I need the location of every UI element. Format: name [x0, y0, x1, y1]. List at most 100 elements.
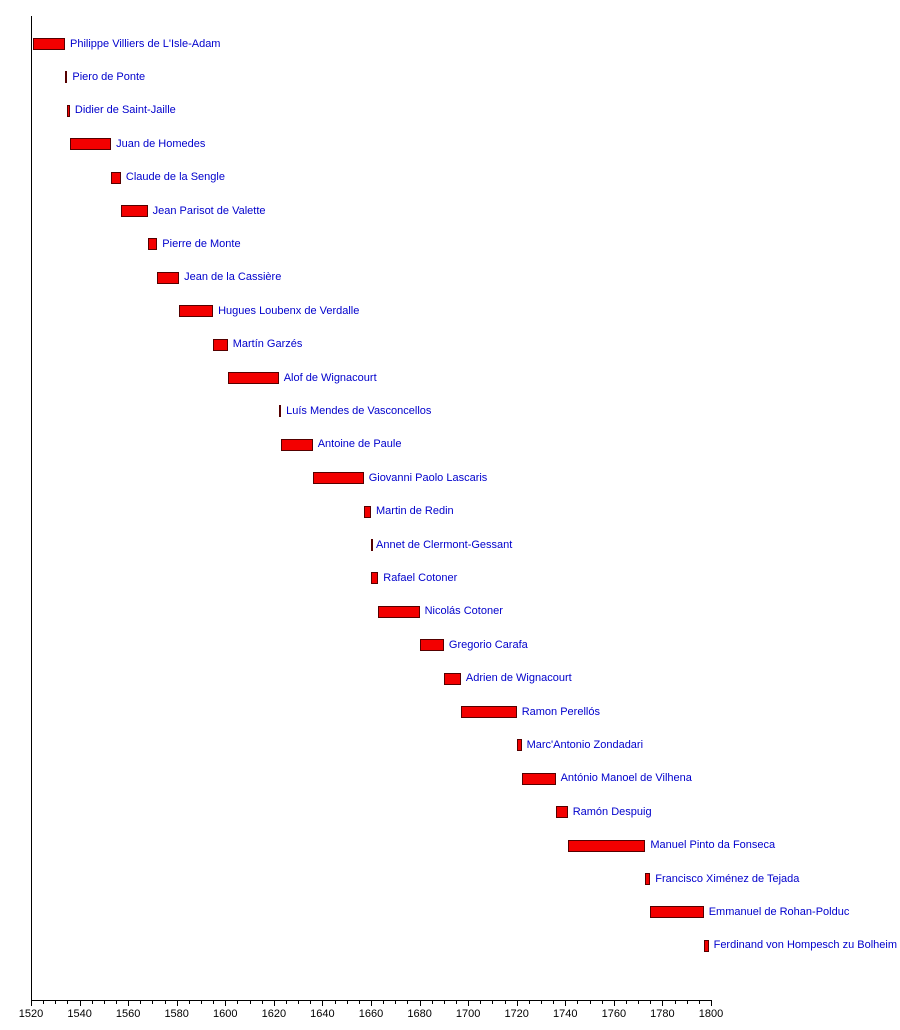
master-name-label[interactable]: Jean Parisot de Valette: [152, 204, 266, 217]
reign-bar: [567, 839, 646, 852]
reign-bar: [281, 438, 313, 451]
master-name-label[interactable]: Emmanuel de Rohan-Polduc: [708, 905, 850, 918]
reign-bar: [371, 539, 373, 551]
master-name-label[interactable]: Manuel Pinto da Fonseca: [650, 839, 776, 852]
reign-bar: [371, 572, 379, 585]
x-axis-minor-tick: [407, 1001, 409, 1004]
x-axis-major-tick: [176, 1001, 178, 1006]
reign-bar: [650, 906, 704, 919]
master-name-label[interactable]: Hugues Loubenx de Verdalle: [218, 304, 360, 317]
x-axis-line: [31, 1000, 712, 1001]
reign-bar: [67, 104, 70, 117]
reign-bar: [179, 305, 214, 318]
reign-bar: [312, 472, 364, 485]
master-name-label[interactable]: Philippe Villiers de L'Isle-Adam: [70, 37, 221, 50]
x-axis-minor-tick: [358, 1001, 360, 1004]
x-axis-major-tick: [516, 1001, 518, 1006]
x-axis-major-tick: [128, 1001, 130, 1006]
reign-bar: [516, 739, 522, 752]
x-axis-major-tick: [662, 1001, 664, 1006]
x-axis-tick-label: 1540: [67, 1008, 92, 1020]
master-name-label[interactable]: Rafael Cotoner: [383, 571, 458, 584]
x-axis-minor-tick: [310, 1001, 312, 1004]
x-axis-major-tick: [225, 1001, 227, 1006]
master-name-label[interactable]: Martin de Redin: [376, 505, 454, 518]
reign-bar: [645, 873, 651, 885]
x-axis-major-tick: [371, 1001, 372, 1006]
x-axis-major-tick: [273, 1001, 275, 1006]
x-axis-tick-label: 1580: [164, 1008, 189, 1020]
reign-bar: [378, 605, 420, 618]
x-axis-major-tick: [322, 1001, 324, 1006]
x-axis-tick-label: 1640: [310, 1008, 335, 1020]
master-name-label[interactable]: Annet de Clermont-Gessant: [376, 538, 513, 551]
reign-bar: [555, 806, 568, 819]
x-axis-tick-label: 1560: [115, 1008, 141, 1020]
master-name-label[interactable]: Nicolás Cotoner: [424, 605, 503, 618]
x-axis-tick-label: 1600: [213, 1008, 238, 1020]
x-axis-minor-tick: [261, 1001, 263, 1004]
x-axis-minor-tick: [443, 1001, 445, 1004]
x-axis-minor-tick: [188, 1001, 190, 1004]
master-name-label[interactable]: Piero de Ponte: [72, 70, 146, 83]
x-axis-minor-tick: [589, 1001, 591, 1004]
x-axis-minor-tick: [201, 1001, 202, 1004]
reign-bar: [227, 372, 279, 384]
master-name-label[interactable]: Didier de Saint-Jaille: [74, 104, 176, 117]
master-name-label[interactable]: Ferdinand von Hompesch zu Bolheim: [713, 939, 898, 952]
master-name-label[interactable]: Francisco Ximénez de Tejada: [655, 872, 800, 885]
x-axis-minor-tick: [237, 1001, 239, 1004]
reign-bar: [363, 505, 371, 518]
master-name-label[interactable]: Claude de la Sengle: [125, 171, 225, 184]
x-axis-minor-tick: [152, 1001, 154, 1004]
master-name-label[interactable]: Alof de Wignacourt: [283, 371, 377, 384]
x-axis-minor-tick: [346, 1001, 348, 1004]
reign-bar: [111, 171, 121, 184]
x-axis-minor-tick: [116, 1001, 117, 1004]
master-name-label[interactable]: Adrien de Wignacourt: [465, 672, 572, 685]
x-axis-minor-tick: [249, 1001, 251, 1004]
x-axis-tick-label: 1760: [601, 1008, 627, 1020]
master-name-label[interactable]: Juan de Homedes: [116, 137, 206, 150]
master-name-label[interactable]: Pierre de Monte: [162, 237, 241, 250]
master-name-label[interactable]: Martín Garzés: [232, 338, 303, 351]
master-name-label[interactable]: Antoine de Paule: [317, 438, 402, 451]
reign-bar: [278, 405, 282, 418]
x-axis-minor-tick: [626, 1001, 627, 1004]
x-axis-minor-tick: [492, 1001, 494, 1004]
master-name-label[interactable]: António Manoel de Vilhena: [560, 772, 692, 785]
x-axis-tick-label: 1660: [358, 1008, 384, 1020]
x-axis-minor-tick: [103, 1001, 105, 1004]
x-axis-major-tick: [468, 1001, 470, 1006]
x-axis-minor-tick: [334, 1001, 336, 1004]
x-axis-minor-tick: [638, 1001, 640, 1004]
x-axis-minor-tick: [541, 1001, 542, 1004]
x-axis-minor-tick: [577, 1001, 579, 1004]
x-axis-minor-tick: [43, 1001, 45, 1004]
reign-bar: [157, 271, 180, 284]
x-axis-minor-tick: [383, 1001, 385, 1004]
x-axis-minor-tick: [286, 1001, 287, 1004]
x-axis-tick-label: 1620: [261, 1008, 287, 1020]
master-name-label[interactable]: Giovanni Paolo Lascaris: [368, 471, 488, 484]
x-axis-minor-tick: [395, 1001, 397, 1004]
x-axis-minor-tick: [601, 1001, 603, 1004]
x-axis-minor-tick: [213, 1001, 215, 1004]
y-axis-line: [31, 16, 32, 1001]
master-name-label[interactable]: Ramón Despuig: [572, 805, 652, 818]
master-name-label[interactable]: Jean de la Cassière: [184, 271, 282, 284]
x-axis-major-tick: [79, 1001, 81, 1006]
master-name-label[interactable]: Gregorio Carafa: [448, 638, 528, 651]
x-axis-minor-tick: [55, 1001, 57, 1004]
x-axis-major-tick: [565, 1001, 567, 1006]
master-name-label[interactable]: Luís Mendes de Vasconcellos: [286, 404, 432, 417]
x-axis-minor-tick: [91, 1001, 93, 1004]
x-axis-minor-tick: [650, 1001, 652, 1004]
master-name-label[interactable]: Ramon Perellós: [521, 705, 600, 718]
x-axis-minor-tick: [674, 1001, 676, 1004]
x-axis-minor-tick: [140, 1001, 142, 1004]
x-axis-minor-tick: [164, 1001, 166, 1004]
master-name-label[interactable]: Marc'Antonio Zondadari: [526, 738, 644, 751]
reign-bar: [443, 672, 461, 685]
